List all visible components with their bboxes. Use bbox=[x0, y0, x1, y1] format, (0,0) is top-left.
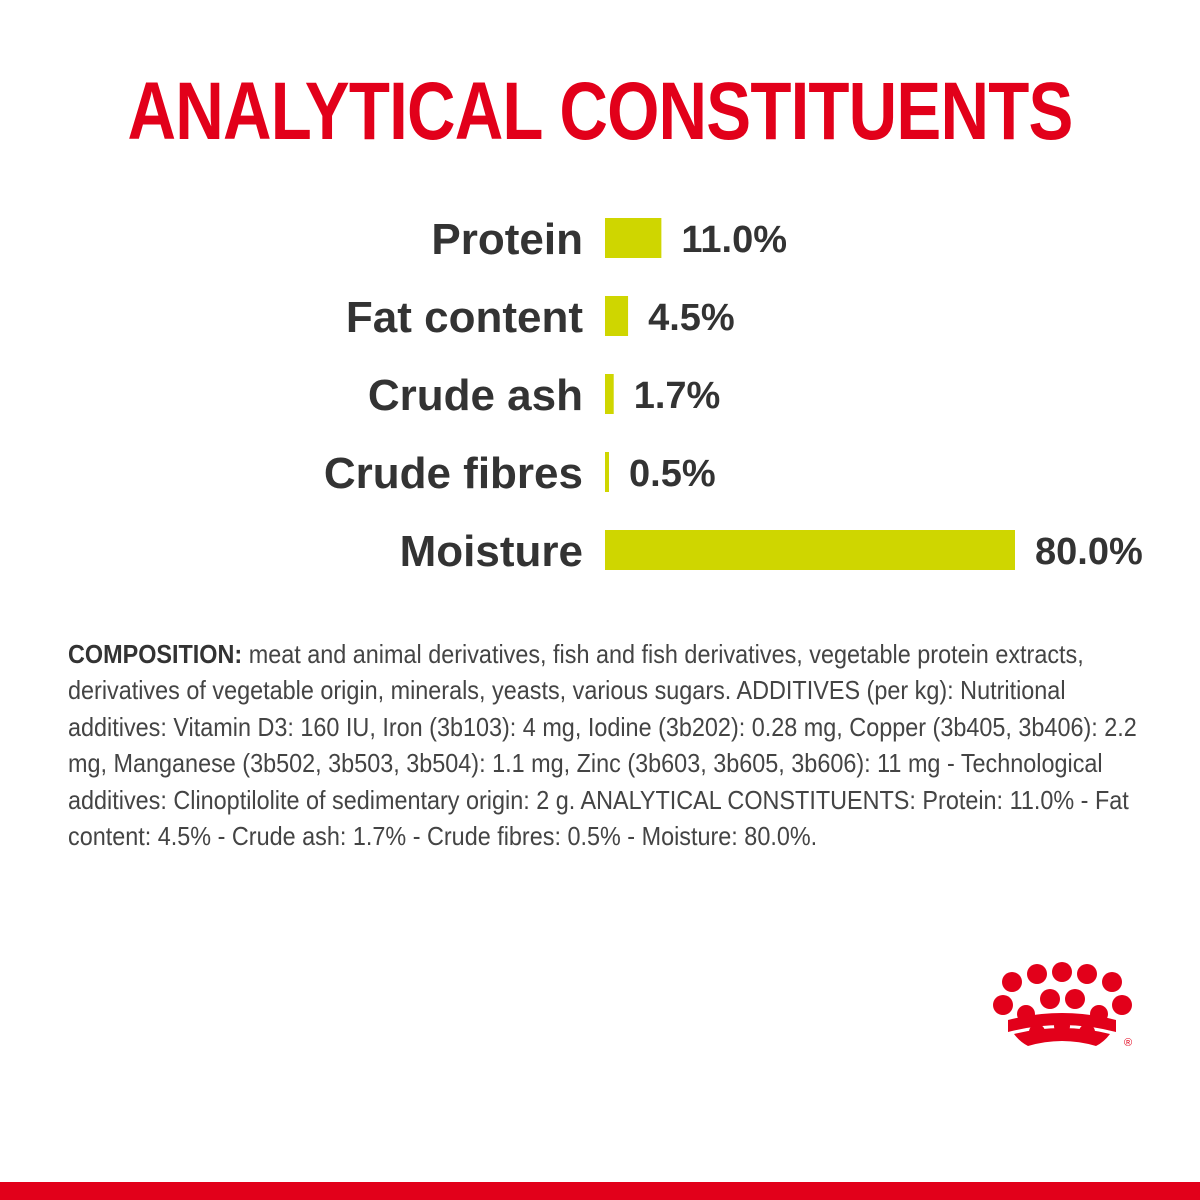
value-label: 80.0% bbox=[1035, 531, 1143, 573]
category-label: Crude fibres bbox=[324, 449, 583, 498]
bar bbox=[605, 452, 609, 492]
value-label: 11.0% bbox=[681, 219, 787, 261]
value-label: 1.7% bbox=[634, 375, 721, 417]
registered-mark: ® bbox=[1124, 1037, 1132, 1049]
composition-body: meat and animal derivatives, fish and fi… bbox=[68, 639, 1137, 852]
bar bbox=[605, 530, 1015, 570]
composition-text: COMPOSITION: meat and animal derivatives… bbox=[68, 636, 1139, 854]
bar bbox=[605, 296, 629, 336]
value-label: 4.5% bbox=[648, 297, 735, 339]
page-title: ANALYTICAL CONSTITUENTS bbox=[127, 66, 1074, 157]
composition-label: COMPOSITION: bbox=[68, 639, 243, 669]
bottom-brand-bar bbox=[0, 1182, 1200, 1200]
analytical-bar-chart: Protein 11.0% Fat content 4.5% Crude ash 1.7%… bbox=[324, 215, 1143, 576]
category-label: Moisture bbox=[400, 527, 583, 576]
bar bbox=[605, 218, 662, 258]
royal-canin-crown-icon: ® bbox=[993, 962, 1132, 1049]
value-label: 0.5% bbox=[629, 453, 716, 495]
category-label: Crude ash bbox=[368, 371, 583, 420]
category-label: Fat content bbox=[346, 293, 583, 342]
category-label: Protein bbox=[431, 215, 583, 264]
bar bbox=[605, 374, 614, 414]
